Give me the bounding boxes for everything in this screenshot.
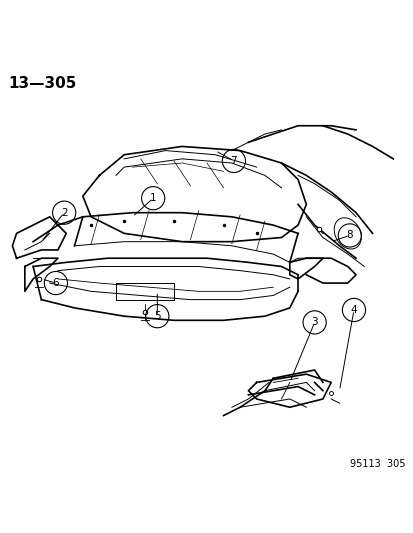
Text: 6: 6 (52, 278, 59, 288)
Text: 8: 8 (346, 230, 352, 240)
Text: 95113  305: 95113 305 (349, 459, 405, 470)
Text: 5: 5 (154, 311, 160, 321)
Text: 2: 2 (61, 208, 67, 217)
Text: 13—305: 13—305 (8, 76, 76, 91)
Text: 3: 3 (311, 317, 317, 327)
Text: 1: 1 (150, 193, 156, 203)
Text: 4: 4 (350, 305, 356, 315)
Text: 7: 7 (230, 156, 237, 166)
